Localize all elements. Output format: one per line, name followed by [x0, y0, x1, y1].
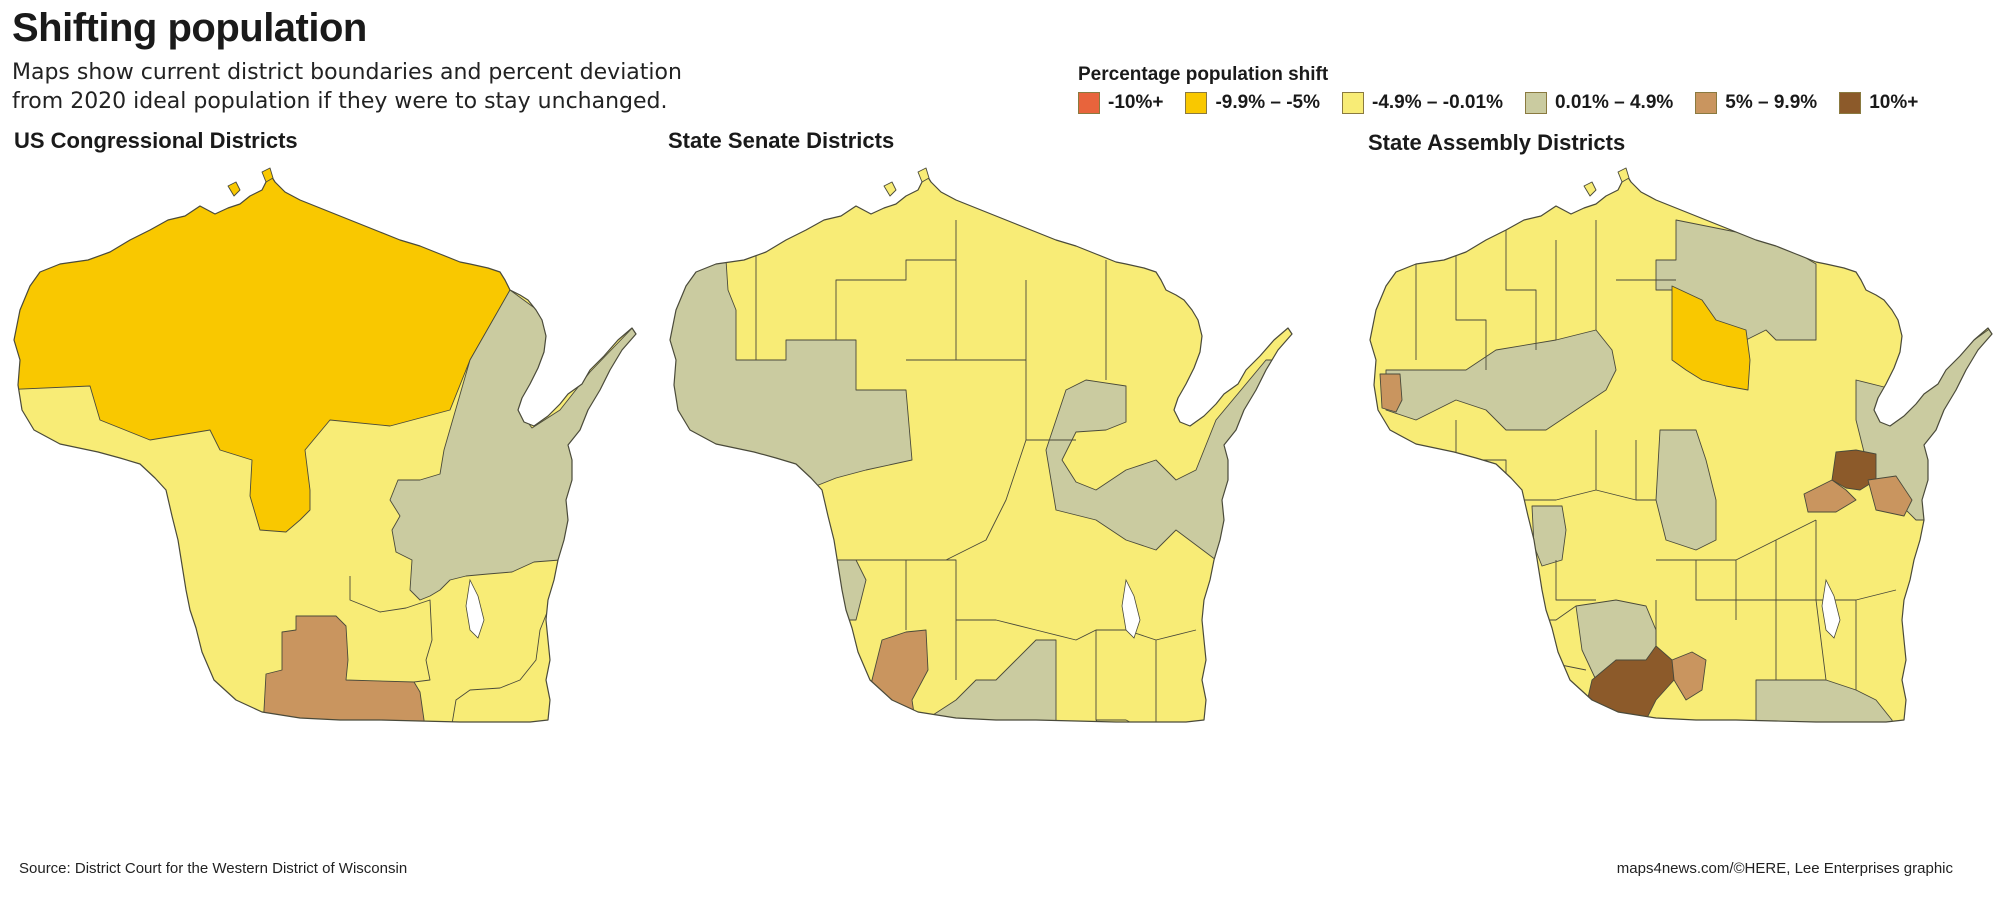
district-madison-core — [896, 734, 918, 756]
page-title: Shifting population — [12, 6, 367, 50]
legend-items: -10%+ -9.9% – -5% -4.9% – -0.01% 0.01% –… — [1078, 92, 1940, 114]
island — [261, 167, 274, 183]
district-southwest — [259, 615, 427, 722]
map-title-congressional: US Congressional Districts — [14, 128, 298, 153]
legend-item-minus-10: -10%+ — [1078, 92, 1163, 114]
legend-label: -4.9% – -0.01% — [1372, 92, 1503, 113]
map-congressional — [0, 160, 660, 850]
lake-winnebago — [1121, 578, 1141, 639]
legend-label: 5% – 9.9% — [1725, 92, 1818, 113]
map-title-assembly: State Assembly Districts — [1368, 130, 1626, 155]
legend-swatch — [1185, 92, 1208, 114]
district-line — [449, 599, 553, 722]
legend-swatch — [1342, 92, 1364, 114]
legend-item-minus-5: -9.9% – -5% — [1185, 92, 1320, 114]
legend: Percentage population shift -10%+ -9.9% … — [1078, 64, 1940, 114]
map-assembly — [1356, 160, 2008, 850]
source-note: Source: District Court for the Western D… — [19, 860, 408, 877]
legend-item-minus-small: -4.9% – -0.01% — [1342, 92, 1503, 114]
district-greenbay-5 — [1803, 479, 1857, 513]
legend-swatch — [1695, 92, 1718, 114]
island — [883, 181, 897, 197]
legend-item-plus-small: 0.01% – 4.9% — [1524, 92, 1674, 114]
district-greenbay-5b — [1867, 475, 1913, 517]
page-subtitle: Maps show current district boundaries an… — [12, 60, 682, 114]
legend-label: 0.01% – 4.9% — [1554, 92, 1674, 113]
district-west-plus — [1385, 329, 1617, 431]
legend-label: -9.9% – -5% — [1215, 92, 1320, 113]
legend-swatch — [1524, 92, 1547, 114]
island — [917, 167, 930, 183]
map-title-senate: State Senate Districts — [668, 128, 895, 153]
legend-swatch — [1078, 92, 1100, 114]
state-outline — [1369, 173, 1993, 723]
district-milwaukee — [522, 730, 544, 780]
legend-item-plus-5: 5% – 9.9% — [1695, 92, 1817, 114]
district-line — [755, 220, 1197, 722]
district-central — [915, 639, 1057, 722]
district-milwaukee — [1176, 730, 1198, 772]
map-senate — [656, 160, 1316, 850]
district-line — [349, 576, 433, 683]
legend-item-plus-10: 10%+ — [1839, 92, 1918, 114]
district-west-5 — [1379, 373, 1403, 413]
island — [1583, 181, 1597, 197]
district-madison-5 — [1671, 651, 1707, 701]
district-north-minus — [1671, 285, 1751, 391]
legend-swatch — [1839, 92, 1862, 114]
district-line — [1415, 220, 1897, 722]
credit-note: maps4news.com/©HERE, Lee Enterprises gra… — [1616, 860, 1953, 877]
lake-winnebago — [1821, 578, 1841, 639]
district-milwaukee-2 — [1154, 736, 1180, 766]
district-line — [420, 730, 524, 810]
district-milwaukee-minus — [1882, 736, 1898, 766]
district-milwaukee-minus10 — [1888, 752, 1896, 764]
state-outline — [13, 173, 637, 723]
legend-title: Percentage population shift — [1078, 64, 1329, 85]
legend-label: 10%+ — [1869, 92, 1919, 113]
legend-label: -10%+ — [1108, 92, 1164, 113]
state-outline — [669, 173, 1293, 723]
district-central-plus — [1655, 429, 1717, 551]
island — [227, 181, 241, 197]
island — [1617, 167, 1630, 183]
lake-winnebago — [465, 578, 485, 639]
